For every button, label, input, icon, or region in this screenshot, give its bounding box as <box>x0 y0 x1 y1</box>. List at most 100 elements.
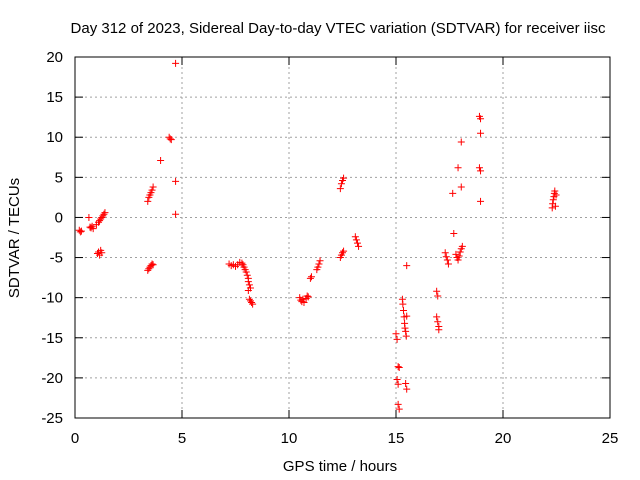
data-point <box>340 174 348 182</box>
data-point <box>457 138 465 146</box>
data-point <box>242 268 250 276</box>
x-tick-label: 25 <box>602 430 619 447</box>
data-point <box>402 327 410 335</box>
data-point <box>435 326 443 334</box>
data-point <box>244 286 252 294</box>
data-point <box>475 164 483 172</box>
data-point <box>149 183 157 191</box>
data-point <box>85 213 93 221</box>
data-point <box>452 250 460 258</box>
data-point <box>395 405 403 413</box>
x-tick-label: 20 <box>495 430 512 447</box>
y-tick-label: 10 <box>46 129 63 146</box>
data-point <box>399 300 407 308</box>
data-point <box>402 380 410 388</box>
data-point <box>353 239 361 247</box>
data-point <box>551 202 559 210</box>
y-tick-label: 15 <box>46 89 63 106</box>
data-point <box>89 225 97 233</box>
data-point <box>336 185 344 193</box>
data-point <box>351 233 359 241</box>
data-point <box>98 249 106 257</box>
data-point <box>401 324 409 332</box>
data-point <box>394 400 402 408</box>
data-point <box>444 260 452 268</box>
data-point <box>316 257 324 265</box>
data-point <box>245 281 253 289</box>
data-point <box>549 196 557 204</box>
y-axis-label: SDTVAR / TECUs <box>6 178 23 298</box>
data-point <box>300 298 308 306</box>
data-point <box>303 292 311 300</box>
grid <box>75 57 610 418</box>
data-point <box>458 242 466 250</box>
data-point <box>442 253 450 261</box>
data-point <box>477 115 485 123</box>
data-point <box>449 189 457 197</box>
data-point <box>172 177 180 185</box>
data-point <box>399 307 407 315</box>
y-tick-label: 5 <box>55 169 63 186</box>
chart-title: Day 312 of 2023, Sidereal Day-to-day VTE… <box>71 20 606 37</box>
data-point <box>340 247 348 255</box>
data-point <box>315 260 323 268</box>
data-point <box>101 209 109 217</box>
data-point <box>157 156 165 164</box>
data-point <box>238 259 246 267</box>
data-point <box>433 313 441 321</box>
data-point <box>355 242 363 250</box>
x-tick-label: 5 <box>178 430 186 447</box>
data-point <box>454 164 462 172</box>
data-point <box>77 227 85 235</box>
data-point <box>552 191 560 199</box>
y-tick-labels: -25 -20 -15 -10 -5 0 5 10 15 20 <box>41 49 63 427</box>
axis-ticks <box>74 56 611 419</box>
data-point <box>434 292 442 300</box>
x-tick-label: 10 <box>281 430 298 447</box>
data-point <box>149 261 157 269</box>
data-point <box>352 236 360 244</box>
data-point <box>551 187 559 195</box>
data-point <box>243 271 251 279</box>
data-point <box>172 210 180 218</box>
y-tick-label: -10 <box>41 290 63 307</box>
x-axis-label: GPS time / hours <box>283 458 397 475</box>
data-point <box>299 295 307 303</box>
data-point <box>402 332 410 340</box>
data-point <box>443 256 451 264</box>
data-point <box>477 197 485 205</box>
y-tick-label: -25 <box>41 410 63 427</box>
data-point <box>433 287 441 295</box>
data-point <box>337 180 345 188</box>
data-point <box>314 263 322 271</box>
data-point <box>166 135 174 143</box>
data-point <box>244 278 252 286</box>
data-point <box>339 249 346 257</box>
y-tick-label: -20 <box>41 370 63 387</box>
data-point <box>100 210 108 218</box>
data-point <box>392 330 400 338</box>
data-point <box>167 136 175 144</box>
data-point <box>454 256 462 264</box>
data-point <box>393 375 401 383</box>
data-point <box>148 260 156 268</box>
data-point <box>148 186 156 194</box>
y-tick-label: -15 <box>41 330 63 347</box>
data-point <box>477 167 485 175</box>
data-point <box>249 300 257 308</box>
data-point <box>434 318 442 326</box>
plot-frame <box>74 56 611 419</box>
data-point <box>403 312 411 320</box>
data-point <box>304 293 312 301</box>
y-tick-label: 0 <box>55 209 63 226</box>
x-tick-labels: 0 5 10 15 20 25 <box>71 430 619 447</box>
data-point <box>307 273 315 281</box>
data-point <box>393 335 401 343</box>
data-point <box>450 229 458 237</box>
data-point <box>248 298 256 306</box>
data-point <box>403 385 411 393</box>
data-point <box>394 363 402 371</box>
data-point <box>441 249 449 257</box>
data-points <box>75 59 560 413</box>
